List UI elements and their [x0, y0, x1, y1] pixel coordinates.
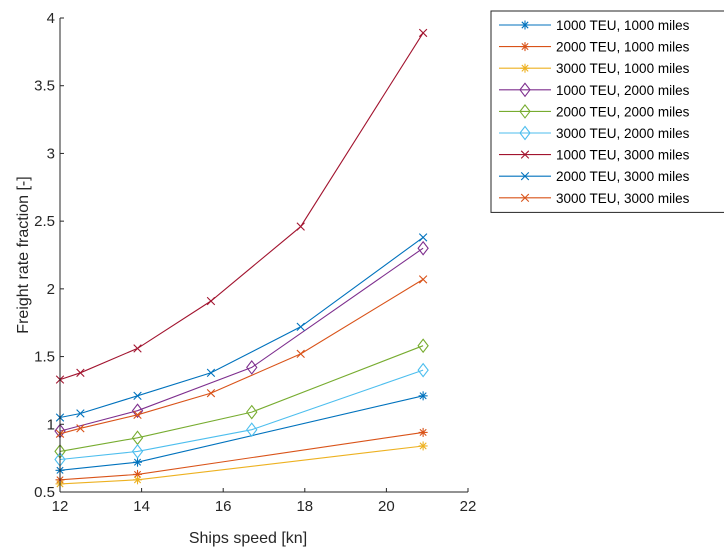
data-point — [417, 240, 429, 256]
series-line — [59, 32, 424, 381]
y-tick-label: 3.5 — [34, 78, 55, 95]
legend-label: 3000 TEU, 1000 miles — [556, 61, 690, 76]
legend-marker — [519, 82, 531, 98]
legend-label: 1000 TEU, 2000 miles — [556, 83, 690, 98]
legend-label: 2000 TEU, 2000 miles — [556, 104, 690, 119]
y-tick-label: 3 — [47, 145, 55, 162]
data-point — [206, 296, 216, 306]
legend-marker — [519, 103, 531, 119]
data-point — [418, 28, 428, 38]
legend-label: 1000 TEU, 1000 miles — [556, 18, 690, 33]
data-point — [133, 391, 142, 401]
data-point — [131, 403, 144, 419]
y-axis-label: Freight rate fraction [-] — [15, 176, 32, 333]
series-3 — [55, 441, 428, 489]
data-point — [133, 457, 143, 467]
series-line — [59, 369, 424, 461]
x-tick-label: 16 — [215, 498, 232, 515]
legend-marker — [520, 150, 530, 159]
legend-label: 2000 TEU, 3000 miles — [556, 169, 690, 184]
y-tick-label: 0.5 — [34, 484, 55, 501]
series-8 — [55, 233, 428, 422]
legend-label: 3000 TEU, 3000 miles — [556, 191, 690, 206]
data-point — [296, 222, 305, 231]
series-9 — [55, 275, 428, 438]
x-axis: 12 14 16 18 20 22 — [52, 488, 477, 515]
data-point — [76, 409, 85, 418]
data-point — [246, 404, 258, 420]
series-line — [59, 431, 424, 481]
x-tick-label: 18 — [296, 498, 313, 515]
x-tick-label: 20 — [378, 498, 395, 515]
data-point — [133, 410, 142, 419]
legend-marker — [520, 63, 530, 73]
data-point — [246, 422, 258, 438]
legend-item[interactable]: 3000 TEU, 2000 miles — [499, 125, 690, 141]
legend-marker — [520, 42, 530, 52]
data-point — [246, 360, 258, 375]
y-tick-label: 4 — [47, 10, 55, 27]
data-point — [296, 349, 305, 359]
series-line — [59, 345, 424, 452]
series-line — [59, 236, 424, 419]
data-point — [418, 391, 428, 401]
legend-label: 1000 TEU, 3000 miles — [556, 148, 690, 163]
data-point — [206, 388, 216, 398]
y-tick-label: 2.5 — [34, 213, 55, 230]
data-point — [76, 424, 85, 433]
legend-marker — [520, 172, 530, 181]
data-point — [418, 233, 428, 242]
x-tick-label: 12 — [52, 498, 69, 515]
legend-item[interactable]: 1000 TEU, 3000 miles — [499, 148, 690, 163]
data-point — [418, 275, 428, 284]
data-point — [417, 338, 429, 354]
y-tick-label: 1 — [47, 416, 55, 433]
legend-item[interactable]: 3000 TEU, 3000 miles — [499, 191, 690, 206]
legend-item[interactable]: 1000 TEU, 2000 miles — [499, 82, 690, 98]
y-axis: 0.5 1 1.5 2 2.5 3 3.5 4 — [34, 10, 64, 501]
legend-item[interactable]: 1000 TEU, 1000 miles — [499, 18, 690, 33]
legend-label: 3000 TEU, 2000 miles — [556, 126, 690, 141]
series-2 — [55, 427, 428, 485]
x-tick-label: 14 — [133, 498, 150, 515]
legend-item[interactable]: 2000 TEU, 2000 miles — [499, 103, 690, 119]
data-point — [131, 443, 144, 459]
legend-marker — [520, 193, 530, 202]
legend-marker — [520, 20, 530, 30]
y-tick-label: 2 — [47, 281, 55, 298]
x-axis-label: Ships speed [kn] — [189, 530, 307, 547]
series-line — [59, 278, 424, 435]
legend-item[interactable]: 2000 TEU, 1000 miles — [499, 40, 690, 55]
plot-area — [54, 28, 429, 489]
legend-label: 2000 TEU, 1000 miles — [556, 40, 690, 55]
data-point — [133, 475, 143, 485]
data-point — [206, 368, 216, 378]
data-point — [418, 427, 428, 437]
series-7 — [55, 28, 428, 384]
data-point — [76, 368, 85, 378]
y-tick-label: 1.5 — [34, 349, 55, 366]
series-line — [59, 247, 424, 432]
x-tick-label: 22 — [460, 498, 477, 515]
data-point — [417, 362, 429, 378]
data-point — [133, 344, 142, 353]
legend-item[interactable]: 2000 TEU, 3000 miles — [499, 169, 690, 184]
data-point — [418, 441, 428, 451]
legend-marker — [519, 125, 531, 141]
legend[interactable]: 1000 TEU, 1000 miles 2000 TEU, 1000 miles… — [490, 10, 724, 213]
legend-item[interactable]: 3000 TEU, 1000 miles — [499, 61, 690, 76]
data-point — [296, 322, 305, 331]
